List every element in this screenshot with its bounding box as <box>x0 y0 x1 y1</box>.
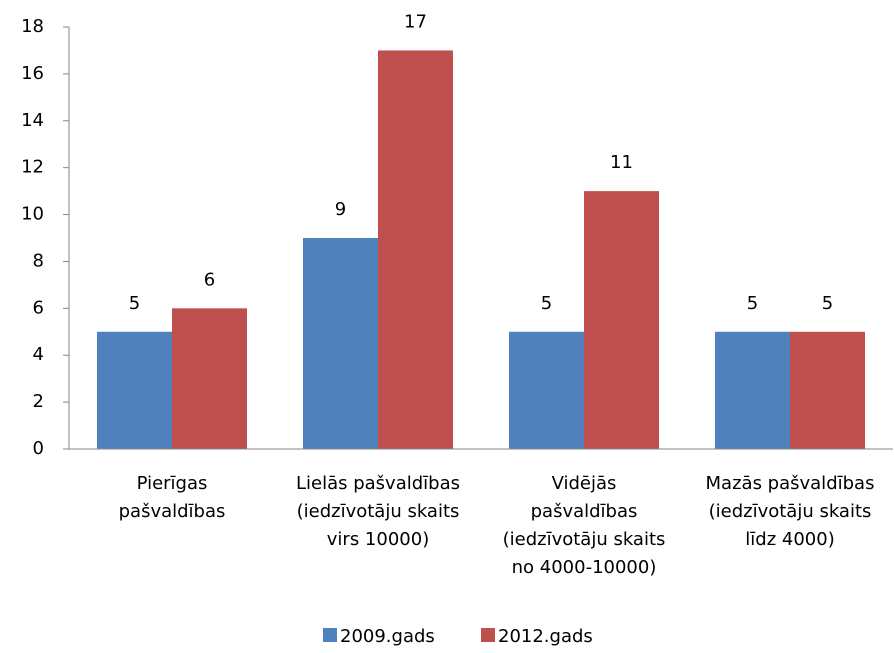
data-label: 5 <box>747 293 758 314</box>
bar <box>790 331 865 449</box>
y-tick-label: 14 <box>21 110 44 131</box>
y-tick-label: 2 <box>33 391 44 412</box>
bar <box>378 50 453 449</box>
bar <box>584 191 659 449</box>
y-tick-label: 8 <box>33 250 44 271</box>
bar <box>715 331 790 449</box>
x-tick-label: Lielās pašvaldības (iedzīvotāju skaits vir… <box>296 473 460 550</box>
legend-label: 2009.gads <box>340 626 435 647</box>
bar <box>303 238 378 449</box>
x-tick-label: Pierīgas pašvaldības <box>119 473 226 522</box>
y-tick-label: 12 <box>21 157 44 178</box>
x-tick-line: Vidējās <box>552 473 617 494</box>
data-label: 9 <box>335 199 346 220</box>
x-tick-line: Mazās pašvaldības <box>706 473 875 494</box>
y-tick-label: 10 <box>21 204 44 225</box>
bar <box>97 331 172 449</box>
x-tick-line: Lielās pašvaldības <box>296 473 460 494</box>
data-label: 5 <box>822 293 833 314</box>
x-tick-label: Mazās pašvaldības (iedzīvotāju skaits līdz… <box>706 473 875 550</box>
x-tick-line: (iedzīvotāju skaits <box>297 501 460 522</box>
data-label: 5 <box>541 293 552 314</box>
x-tick-line: Pierīgas <box>137 473 208 494</box>
x-tick-line: pašvaldības <box>119 501 226 522</box>
y-tick-label: 4 <box>33 344 44 365</box>
x-tick-line: virs 10000) <box>327 529 429 550</box>
x-tick-line: (iedzīvotāju skaits <box>503 529 666 550</box>
x-tick-label: Vidējās pašvaldības (iedzīvotāju skaits no … <box>503 473 666 578</box>
x-tick-line: pašvaldības <box>531 501 638 522</box>
legend-swatch <box>323 628 337 642</box>
bar <box>509 331 584 449</box>
x-tick-line: līdz 4000) <box>745 529 834 550</box>
data-label: 17 <box>404 11 427 32</box>
y-tick-label: 0 <box>33 438 44 459</box>
legend-label: 2012.gads <box>498 626 593 647</box>
data-label: 6 <box>204 269 215 290</box>
legend-swatch <box>481 628 495 642</box>
bar <box>172 308 247 449</box>
data-label: 11 <box>610 152 633 173</box>
y-tick-label: 6 <box>33 297 44 318</box>
x-tick-line: no 4000-10000) <box>512 557 657 578</box>
data-label: 5 <box>129 293 140 314</box>
y-tick-label: 18 <box>21 16 44 37</box>
x-tick-line: (iedzīvotāju skaits <box>709 501 872 522</box>
y-tick-label: 16 <box>21 63 44 84</box>
